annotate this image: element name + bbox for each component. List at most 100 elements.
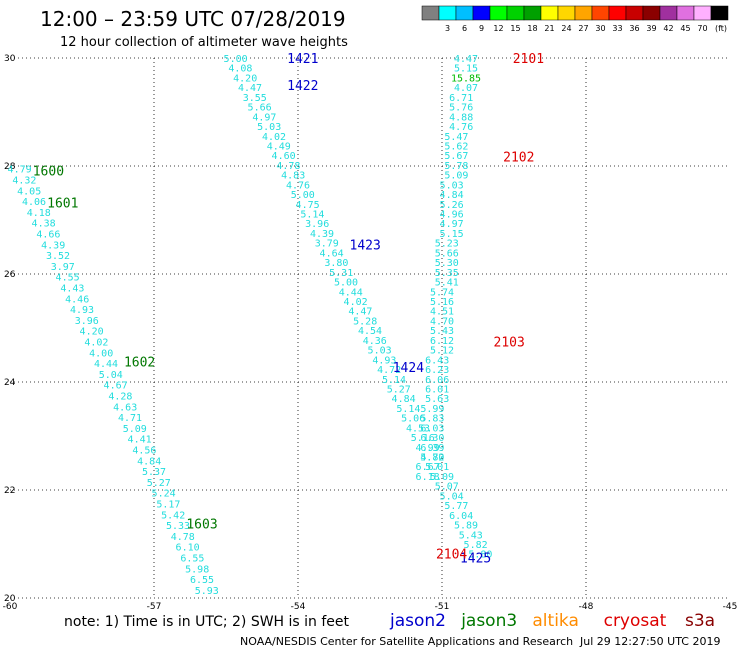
legend-entry: cryosat (604, 611, 667, 631)
colorbar-label: 24 (561, 24, 571, 33)
colorbar-legend: 3 6 9 12 15 18 21 24 27 30 33 36 39 42 45 70 (ft) (421, 5, 729, 33)
wave-height-value: 5.43 (430, 326, 454, 337)
wave-height-value: 4.47 (348, 307, 372, 318)
colorbar-swatch (489, 5, 508, 21)
wave-height-value: 5.30 (435, 258, 459, 269)
pass-number-label: 1423 (350, 238, 381, 253)
wave-height-value: 4.76 (286, 180, 310, 191)
wave-height-value: 5.37 (142, 467, 166, 478)
wave-height-value: 4.72 (377, 365, 401, 376)
wave-height-value: 5.74 (430, 287, 454, 298)
wave-height-value: 4.84 (392, 394, 416, 405)
wave-height-value: 5.14 (396, 404, 420, 415)
pass-number-label: 1600 (33, 164, 64, 179)
wave-height-value: 4.71 (118, 413, 142, 424)
wave-height-value: 4.47 (454, 54, 478, 65)
wave-height-value: 6.55 (190, 575, 214, 586)
wave-height-value: 4.02 (262, 132, 286, 143)
wave-height-value: 5.93 (195, 586, 219, 597)
wave-height-value: 6.10 (176, 543, 200, 554)
wave-height-value: 5.07 (435, 482, 459, 493)
wave-height-value: 5.16 (430, 297, 454, 308)
y-tick-label: 24 (4, 378, 16, 388)
wave-height-value: 3.55 (243, 93, 267, 104)
wave-height-value: 4.97 (252, 112, 276, 123)
wave-height-value: 6.06 (425, 375, 449, 386)
colorbar-label: 15 (510, 24, 520, 33)
colorbar-label: 27 (578, 24, 588, 33)
wave-height-value: 5.28 (353, 316, 377, 327)
pass-number-label: 1602 (124, 355, 155, 370)
wave-height-value: 5.00 (224, 54, 248, 65)
wave-height-value: 5.06 (401, 414, 425, 425)
wave-height-value: 5.33 (166, 521, 190, 532)
wave-height-value: 4.75 (296, 200, 320, 211)
legend-entry: s3a (685, 611, 715, 631)
wave-height-value: 6.04 (449, 511, 473, 522)
wave-height-value: 6.03 (420, 423, 444, 434)
wave-height-value: 4.20 (80, 327, 104, 338)
chart-subtitle: 12 hour collection of altimeter wave hei… (60, 35, 348, 50)
wave-height-value: 5.03 (440, 180, 464, 191)
wave-height-value: 5.47 (444, 132, 468, 143)
colorbar-label: 33 (612, 24, 622, 33)
colorbar-label: 45 (680, 24, 690, 33)
wave-height-value: 5.62 (444, 141, 468, 152)
wave-height-value: 5.78 (444, 161, 468, 172)
timestamp-text: Jul 29 12:27:50 UTC 2019 (579, 635, 720, 648)
x-tick-label: -51 (435, 602, 450, 612)
colorbar-swatch (625, 5, 644, 21)
wave-height-value: 4.70 (430, 316, 454, 327)
wave-height-value: 5.98 (185, 564, 209, 575)
colorbar-label: 42 (663, 24, 673, 33)
wave-height-value: 4.00 (89, 348, 113, 359)
wave-height-value: 4.28 (108, 392, 132, 403)
x-axis-ticks: -60 -57 -54 -51 -48 -45 (3, 602, 738, 612)
wave-height-value: 5.03 (257, 122, 281, 133)
colorbar-swatch (455, 5, 474, 21)
legend-entry: altika (532, 611, 579, 631)
colorbar-swatch (591, 5, 610, 21)
wave-height-value: 4.84 (440, 190, 464, 201)
x-tick-label: -54 (291, 602, 306, 612)
pass-number-label: 1424 (393, 361, 424, 376)
pass-number-label: 2101 (513, 52, 544, 67)
wave-height-value: 5.63 (425, 394, 449, 405)
wave-height-value: 4.41 (128, 435, 152, 446)
wave-height-value: 4.32 (12, 176, 36, 187)
wave-height-value: 6.39 (420, 443, 444, 454)
x-tick-label: -48 (579, 602, 594, 612)
wave-height-value: 3.52 (46, 251, 70, 262)
colorbar-swatch (710, 5, 729, 21)
y-axis-ticks: 30 28 26 24 22 20 (4, 54, 16, 604)
wave-height-value: 4.39 (310, 229, 334, 240)
x-tick-label: -60 (3, 602, 18, 612)
colorbar-swatch (659, 5, 678, 21)
wave-height-value: 5.82 (464, 540, 488, 551)
colorbar-label: 39 (646, 24, 656, 33)
chart-title: 12:00 – 23:59 UTC 07/28/2019 (40, 7, 346, 31)
wave-height-value: 4.07 (454, 83, 478, 94)
wave-height-value: 4.53 (406, 423, 430, 434)
y-tick-label: 28 (4, 162, 16, 172)
wave-height-value: 5.15 (440, 229, 464, 240)
wave-height-value: 4.20 (233, 73, 257, 84)
wave-height-value: 5.27 (147, 478, 171, 489)
pass-number-label: 2104 (436, 548, 467, 563)
wave-height-value: 4.76 (449, 122, 473, 133)
colorbar-swatch (421, 5, 440, 21)
colorbar-label: 36 (629, 24, 639, 33)
wave-height-value: 3.97 (51, 262, 75, 273)
wave-height-value: 5.35 (435, 268, 459, 279)
wave-height-value: 5.77 (444, 501, 468, 512)
wave-height-value: 5.04 (99, 370, 123, 381)
wave-height-value: 4.51 (430, 307, 454, 318)
legend-entry: jason2 (389, 611, 446, 631)
wave-height-value: 15.85 (451, 73, 481, 84)
colorbar-swatch (557, 5, 576, 21)
wave-height-value: 5.80 (468, 550, 492, 561)
x-tick-label: -45 (723, 602, 738, 612)
wave-height-value: 6.67 (416, 462, 440, 473)
wave-height-value: 5.42 (161, 510, 185, 521)
colorbar-swatch (506, 5, 525, 21)
